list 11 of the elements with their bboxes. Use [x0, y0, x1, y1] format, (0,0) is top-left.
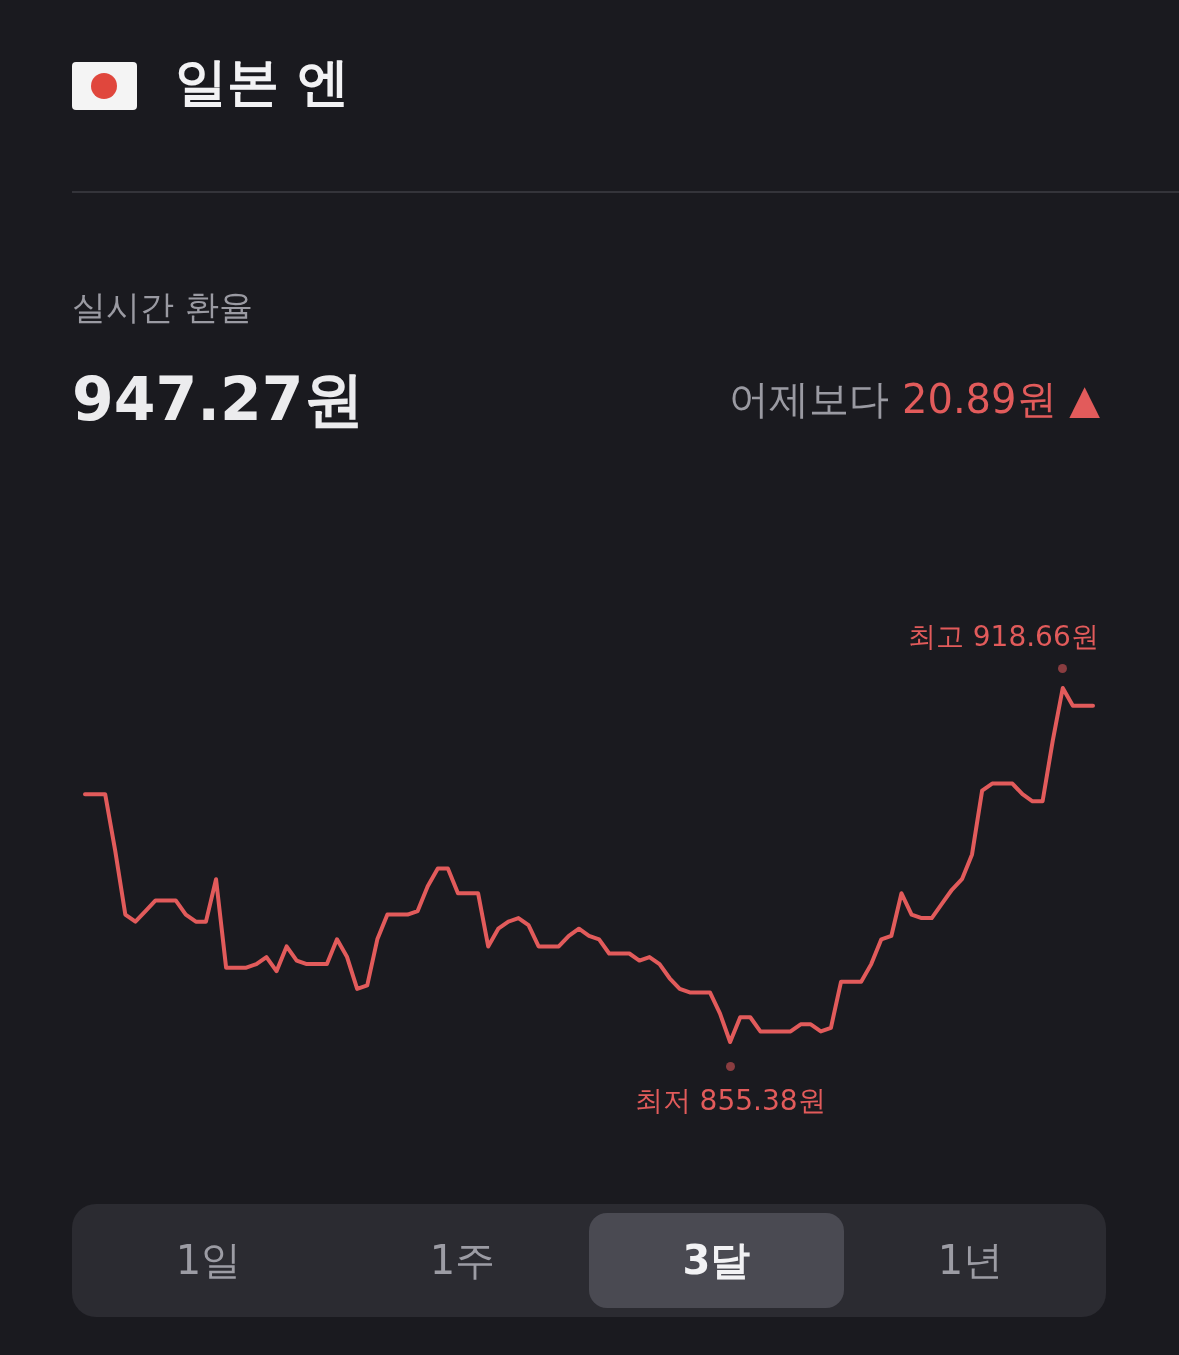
text: 20.89원 ▲ [902, 376, 1100, 422]
text: 3달 [589, 1213, 844, 1308]
text: 실시간 환율 [72, 286, 253, 329]
text: 최저 855.38원 [634, 1083, 826, 1119]
text: 947.27원 [72, 363, 364, 436]
text: 1일 [174, 1236, 243, 1285]
text: 1주 [428, 1236, 497, 1285]
text: 어제보다 [729, 376, 890, 422]
text: 최고 918.66원 [907, 619, 1099, 655]
text: 1년 [936, 1236, 1005, 1285]
chart-title: 일본 엔 [175, 51, 350, 114]
